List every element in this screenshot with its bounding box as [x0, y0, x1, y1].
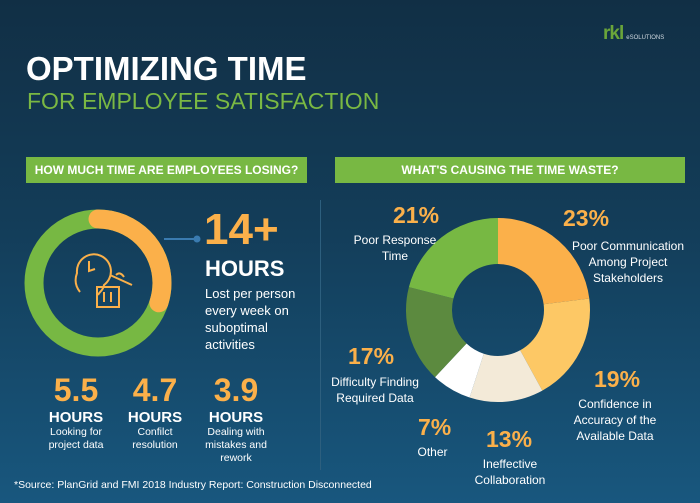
- main-hours-value: 14+: [204, 205, 279, 254]
- donut-slice-3: [469, 350, 543, 402]
- stat-1: 5.5 HOURS Looking for project data: [36, 372, 116, 452]
- stat-unit: HOURS: [208, 409, 264, 426]
- main-hours-unit: HOURS: [205, 256, 285, 281]
- clock-trash-icon: [74, 253, 133, 308]
- stat-unit: HOURS: [127, 409, 183, 426]
- donut-chart: [406, 218, 590, 402]
- right-heading: WHAT'S CAUSING THE TIME WASTE?: [335, 157, 685, 183]
- stat-desc: Confilct resolution: [132, 426, 178, 451]
- ring-arc: [24, 209, 172, 357]
- stat-desc: Looking for project data: [48, 426, 104, 451]
- label-pct-confidence: 19%: [594, 366, 641, 392]
- page-subtitle: FOR EMPLOYEE SATISFACTION: [27, 88, 380, 114]
- stat-value: 5.5: [53, 372, 99, 408]
- label-other: Other: [417, 445, 448, 459]
- label-pct-poor-communication: 23%: [563, 205, 610, 231]
- stat-desc: Dealing with mistakes and rework: [205, 426, 267, 464]
- main-hours-desc: Lost per person every week on suboptimal…: [205, 286, 296, 352]
- logo-sub: eSOLUTIONS: [626, 35, 665, 41]
- stat-unit: HOURS: [48, 409, 104, 426]
- label-poor-response: Poor Response Time: [353, 233, 437, 263]
- label-pct-ineffective: 13%: [486, 426, 533, 452]
- divider: [320, 200, 321, 470]
- donut-slice-1: [498, 218, 590, 305]
- donut-slice-5: [406, 287, 467, 378]
- label-difficulty: Difficulty Finding Required Data: [331, 375, 419, 405]
- left-heading: HOW MUCH TIME ARE EMPLOYEES LOSING?: [26, 157, 307, 183]
- stat-value: 4.7: [132, 372, 178, 408]
- label-poor-communication: Poor Communication Among Project Stakeho…: [571, 239, 685, 285]
- stat-value: 3.9: [213, 372, 259, 408]
- label-pct-poor-response: 21%: [393, 202, 440, 228]
- hours-ring: [24, 209, 201, 357]
- connector-dot: [193, 235, 201, 243]
- source-note: *Source: PlanGrid and FMI 2018 Industry …: [14, 479, 372, 491]
- logo-mark: rkl: [603, 23, 624, 44]
- donut-slice-4: [435, 343, 484, 398]
- label-ineffective: Ineffective Collaboration: [474, 457, 546, 487]
- stat-2: 4.7 HOURS Confilct resolution: [115, 372, 195, 452]
- donut-slice-2: [520, 298, 590, 391]
- label-pct-other: 7%: [418, 414, 452, 440]
- label-pct-difficulty: 17%: [348, 343, 395, 369]
- logo: rkl eSOLUTIONS: [603, 24, 664, 43]
- stat-3: 3.9 HOURS Dealing with mistakes and rewo…: [196, 372, 276, 465]
- page-title: OPTIMIZING TIME: [26, 50, 307, 87]
- donut-slice-6: [408, 218, 498, 299]
- label-confidence: Confidence in Accuracy of the Available …: [573, 397, 657, 443]
